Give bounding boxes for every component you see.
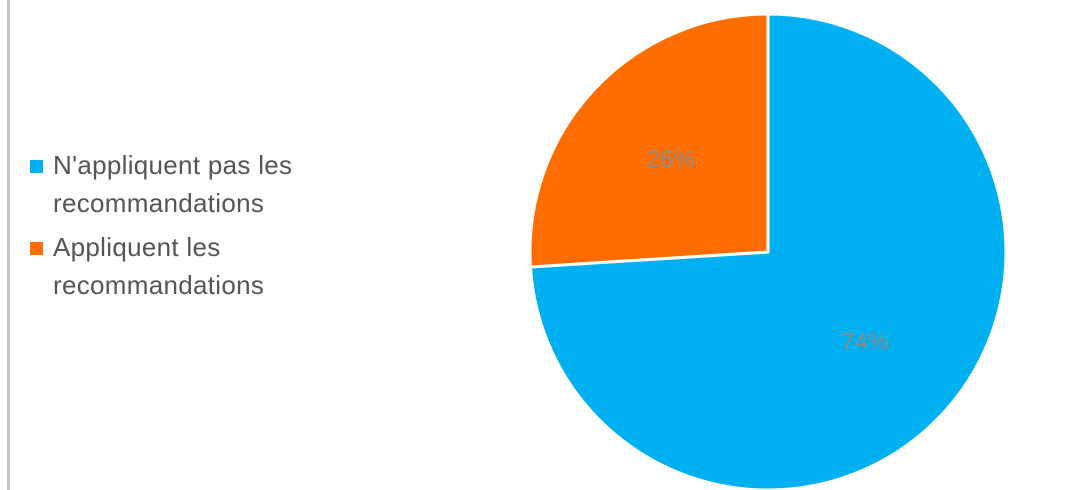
pie-label-applying: 26% [647,146,695,173]
legend-item-applying: Appliquent les recommandations [30,228,360,304]
legend-label-applying: Appliquent les recommandations [53,232,265,300]
legend-item-not-applying: N'appliquent pas les recommandations [30,146,360,222]
chart-legend: N'appliquent pas les recommandations App… [30,146,360,310]
pie-slice-applying [528,12,770,269]
pie-labels: 74% 26% [647,146,889,355]
pie-slices [528,12,1008,490]
frame-border [7,0,10,490]
legend-swatch-not-applying [30,160,43,173]
legend-swatch-applying [30,242,43,255]
pie-label-not-applying: 74% [841,329,889,356]
legend-label-not-applying: N'appliquent pas les recommandations [53,150,293,218]
